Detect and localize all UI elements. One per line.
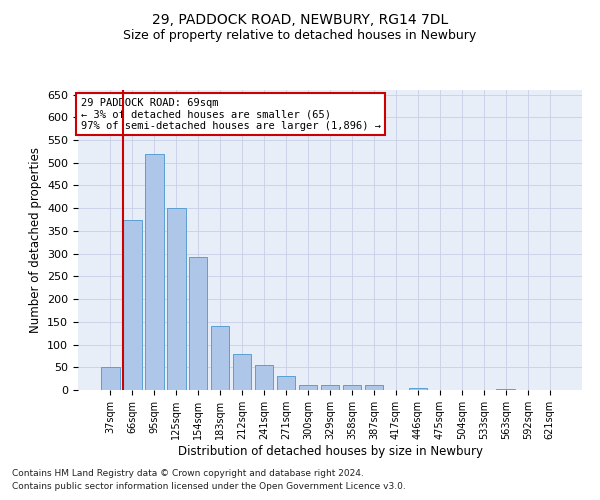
Bar [255,365,274,390]
Text: Contains HM Land Registry data © Crown copyright and database right 2024.: Contains HM Land Registry data © Crown c… [12,468,364,477]
Bar [343,384,361,390]
Bar [101,368,119,390]
Y-axis label: Number of detached properties: Number of detached properties [29,147,41,333]
Bar [211,326,229,390]
Bar [365,384,383,390]
Bar [189,258,208,390]
Bar [320,386,340,390]
Text: Size of property relative to detached houses in Newbury: Size of property relative to detached ho… [124,29,476,42]
Bar [145,154,164,390]
Bar [123,220,142,390]
X-axis label: Distribution of detached houses by size in Newbury: Distribution of detached houses by size … [178,444,482,458]
Bar [167,208,185,390]
Bar [496,388,515,390]
Bar [277,376,295,390]
Text: 29 PADDOCK ROAD: 69sqm
← 3% of detached houses are smaller (65)
97% of semi-deta: 29 PADDOCK ROAD: 69sqm ← 3% of detached … [80,98,380,130]
Text: 29, PADDOCK ROAD, NEWBURY, RG14 7DL: 29, PADDOCK ROAD, NEWBURY, RG14 7DL [152,12,448,26]
Text: Contains public sector information licensed under the Open Government Licence v3: Contains public sector information licen… [12,482,406,491]
Bar [409,388,427,390]
Bar [233,354,251,390]
Bar [299,384,317,390]
